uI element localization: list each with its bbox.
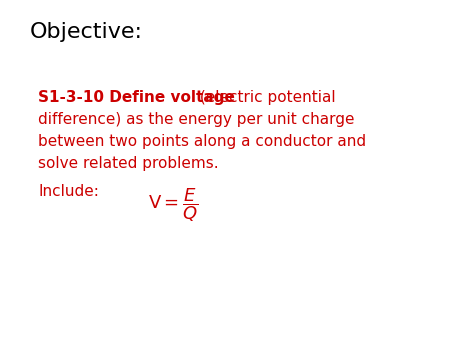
Text: Objective:: Objective: <box>30 22 143 42</box>
Text: difference) as the energy per unit charge: difference) as the energy per unit charg… <box>38 112 355 127</box>
Text: S1-3-10 Define voltage: S1-3-10 Define voltage <box>38 90 235 105</box>
Text: $\mathregular{V} = \dfrac{E}{Q}$: $\mathregular{V} = \dfrac{E}{Q}$ <box>148 186 198 224</box>
Text: solve related problems.: solve related problems. <box>38 156 219 171</box>
Text: (electric potential: (electric potential <box>195 90 336 105</box>
Text: Include:: Include: <box>38 184 99 199</box>
Text: between two points along a conductor and: between two points along a conductor and <box>38 134 366 149</box>
